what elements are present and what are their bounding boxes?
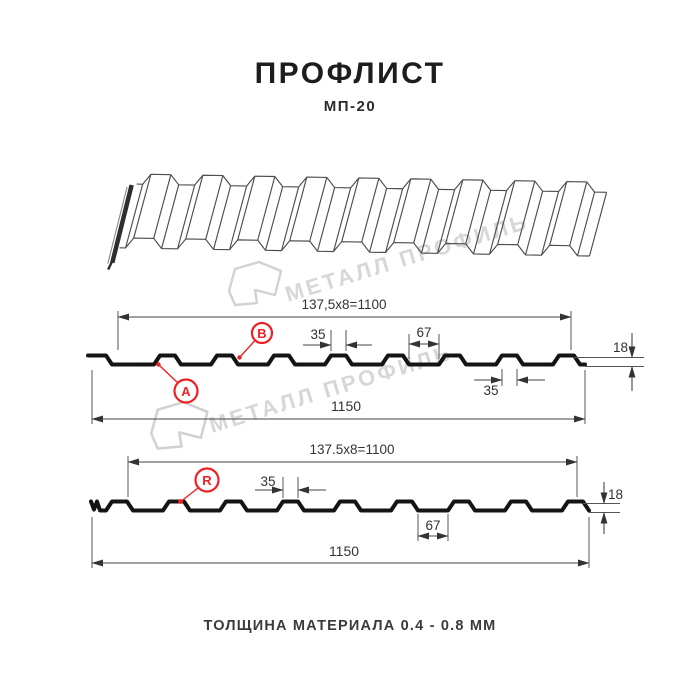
dim-rib-bottom-width: 35 — [483, 383, 498, 398]
dim-profile-height: 18 — [613, 340, 628, 355]
dim-rib-spacing: 67 — [416, 325, 431, 340]
label-circle-a: A — [156, 362, 199, 404]
dim-rib-spacing: 67 — [425, 518, 440, 533]
section-view-top: 137,5x8=1100 35 67 35 18 — [86, 297, 644, 424]
watermark-upper: МЕТАЛЛ ПРОФИЛЬ — [227, 209, 532, 307]
label-r-text: R — [202, 473, 212, 488]
page-title: ПРОФЛИСТ — [254, 57, 446, 90]
material-thickness-note: ТОЛЩИНА МАТЕРИАЛА 0.4 - 0.8 ММ — [203, 618, 497, 634]
dim-pitch-formula: 137.5x8=1100 — [310, 442, 395, 457]
label-circle-b: B — [237, 321, 274, 360]
dim-profile-height: 18 — [608, 487, 623, 502]
dim-total-width: 1150 — [331, 398, 361, 414]
product-code: МП-20 — [323, 98, 377, 115]
brand-logo-icon — [149, 400, 209, 450]
dim-total-width: 1150 — [329, 543, 359, 559]
section-view-bottom: 137.5x8=1100 35 67 18 1150 — [89, 442, 623, 568]
label-b-text: B — [257, 326, 266, 341]
label-a-text: A — [181, 384, 191, 399]
sheet-cut-edge — [110, 184, 134, 264]
profile-outline — [89, 499, 591, 513]
profile-3d-view — [107, 173, 608, 271]
profile-outline — [86, 353, 587, 367]
label-circle-r: R — [178, 467, 220, 504]
dim-rib-top-width: 35 — [310, 327, 325, 342]
brand-logo-icon — [227, 260, 283, 307]
watermark-text: МЕТАЛЛ ПРОФИЛЬ — [282, 209, 532, 307]
dim-pitch-formula: 137,5x8=1100 — [302, 297, 387, 312]
dim-rib-top-width: 35 — [260, 474, 275, 489]
